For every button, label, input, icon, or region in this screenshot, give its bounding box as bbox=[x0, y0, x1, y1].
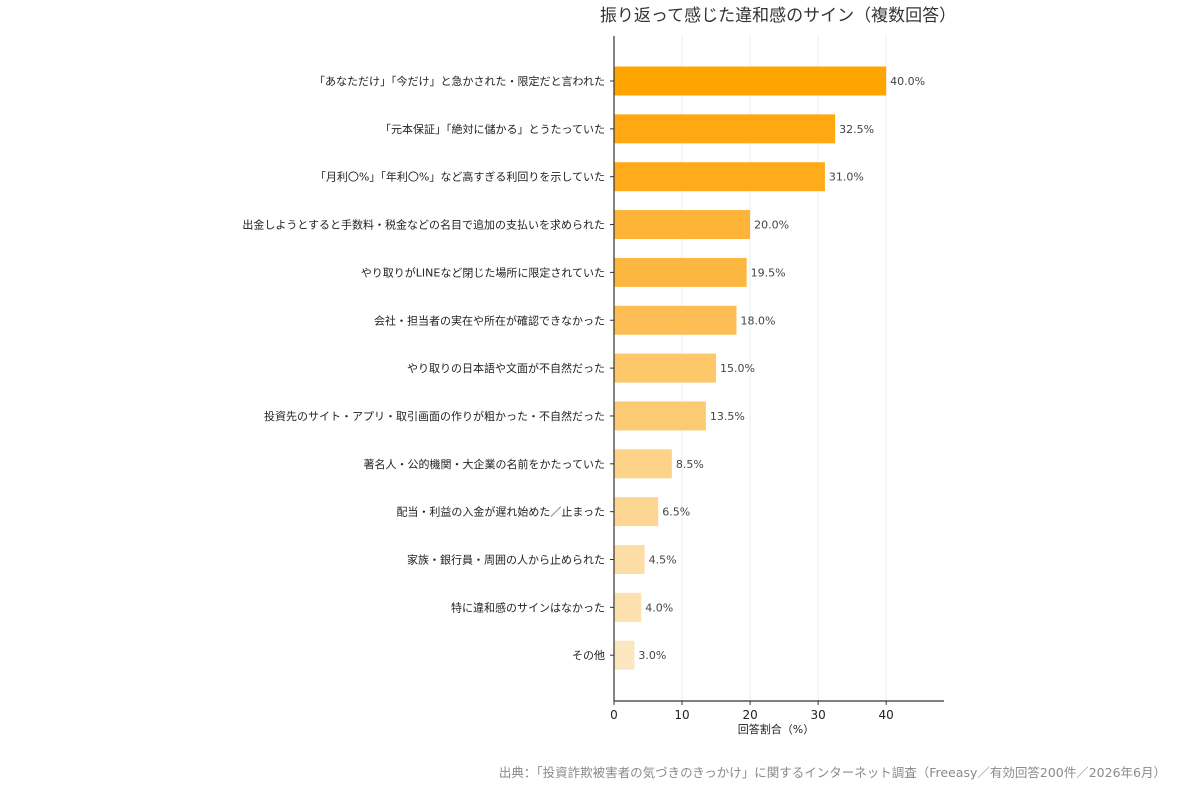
data-label: 40.0% bbox=[890, 75, 925, 88]
bar bbox=[614, 545, 645, 574]
category-label: 投資先のサイト・アプリ・取引画面の作りが粗かった・不自然だった bbox=[264, 409, 605, 423]
data-label: 18.0% bbox=[740, 314, 775, 327]
category-label: 「元本保証」「絶対に儲かる」とうたっていた bbox=[380, 122, 605, 136]
data-label: 20.0% bbox=[754, 219, 789, 232]
category-label: 「月利〇%」「年利〇%」など高すぎる利回りを示していた bbox=[315, 170, 605, 184]
category-label: やり取りがLINEなど閉じた場所に限定されていた bbox=[361, 265, 605, 279]
data-label: 19.5% bbox=[751, 266, 786, 279]
category-label: その他 bbox=[572, 649, 605, 662]
bar bbox=[614, 353, 717, 383]
data-label: 6.5% bbox=[662, 506, 690, 519]
data-label: 31.0% bbox=[829, 171, 864, 184]
data-label: 3.0% bbox=[638, 649, 666, 662]
bar bbox=[614, 114, 836, 144]
bar bbox=[614, 449, 672, 479]
x-tick-label: 30 bbox=[810, 708, 825, 722]
data-label: 32.5% bbox=[839, 123, 874, 136]
category-label: 出金しようとすると手数料・税金などの名目で追加の支払いを求められた bbox=[242, 218, 605, 232]
bar bbox=[614, 305, 737, 335]
bar bbox=[614, 401, 706, 431]
bar bbox=[614, 497, 659, 527]
bar bbox=[614, 640, 635, 670]
bar bbox=[614, 592, 642, 622]
data-label: 4.0% bbox=[645, 601, 673, 614]
bar bbox=[614, 210, 751, 240]
axes: 0 10 20 30 40 bbox=[610, 36, 944, 722]
x-tick-label: 0 bbox=[610, 708, 618, 722]
category-label: 「あなただけ」「今だけ」と急かされた・限定だと言われた bbox=[314, 74, 605, 88]
source-note: 出典：「投資詐欺被害者の気づきのきっかけ」に関するインターネット調査（Freea… bbox=[499, 765, 1166, 780]
bar bbox=[614, 257, 747, 287]
bar bbox=[614, 66, 887, 96]
x-tick-label: 20 bbox=[742, 708, 757, 722]
data-label: 8.5% bbox=[676, 458, 704, 471]
category-label: 配当・利益の入金が遅れ始めた／止まった bbox=[396, 505, 605, 519]
category-label: やり取りの日本語や文面が不自然だった bbox=[407, 361, 605, 375]
data-label: 4.5% bbox=[649, 554, 677, 567]
chart-title: 振り返って感じた違和感のサイン（複数回答） bbox=[600, 6, 956, 26]
category-labels: 「あなただけ」「今だけ」と急かされた・限定だと言われた「元本保証」「絶対に儲かる… bbox=[242, 74, 605, 662]
data-label: 13.5% bbox=[710, 410, 745, 423]
x-tick-label: 10 bbox=[674, 708, 689, 722]
x-tick-label: 40 bbox=[879, 708, 894, 722]
bar bbox=[614, 162, 825, 192]
category-label: 家族・銀行員・周囲の人から止められた bbox=[407, 553, 605, 567]
value-labels: 40.0% 32.5% 31.0% 20.0% 19.5% 18.0% 15.0% 13.5%… bbox=[638, 75, 925, 662]
category-label: 会社・担当者の実在や所在が確認できなかった bbox=[374, 313, 605, 327]
bar-layer bbox=[614, 66, 887, 670]
category-label: 特に違和感のサインはなかった bbox=[451, 600, 605, 614]
data-label: 15.0% bbox=[720, 362, 755, 375]
x-axis-title: 回答割合（%） bbox=[738, 722, 814, 736]
category-label: 著名人・公的機関・大企業の名前をかたっていた bbox=[364, 457, 605, 471]
